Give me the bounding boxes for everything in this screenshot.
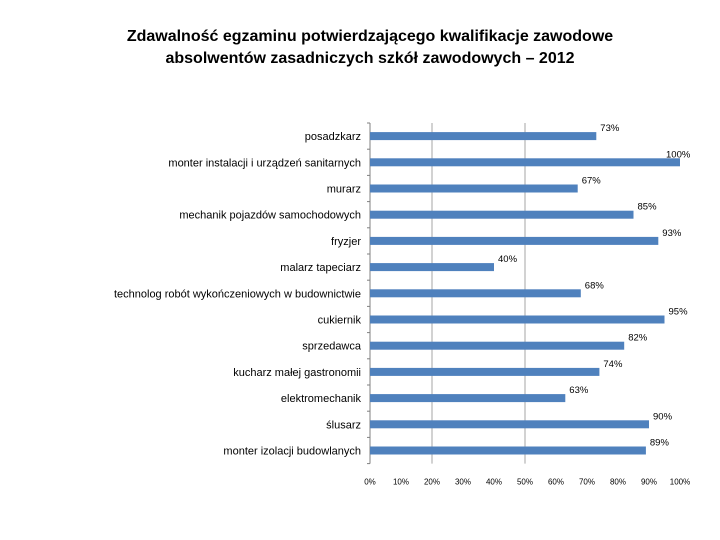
x-tick-label: 0%	[364, 478, 376, 487]
category-label: sprzedawca	[302, 341, 362, 353]
value-label: 89%	[650, 438, 670, 449]
value-label: 74%	[603, 359, 623, 370]
x-tick-label: 80%	[610, 478, 626, 487]
chart-title-line1: Zdawalność egzaminu potwierdzającego kwa…	[126, 28, 614, 45]
value-label: 73%	[600, 123, 620, 134]
x-tick-label: 20%	[424, 478, 440, 487]
value-label: 90%	[653, 411, 673, 422]
x-tick-label: 50%	[517, 478, 533, 487]
category-label: ślusarz	[326, 419, 361, 431]
x-tick-label: 40%	[486, 478, 502, 487]
value-label: 100%	[666, 149, 691, 160]
category-label: posadzkarz	[305, 131, 361, 143]
value-label: 82%	[628, 333, 648, 344]
chart-title-line2: absolwentów zasadniczych szkół zawodowyc…	[165, 50, 575, 67]
category-label: elektromechanik	[281, 393, 362, 405]
bar-8	[370, 341, 625, 350]
value-label: 85%	[638, 202, 658, 213]
category-label: monter izolacji budowlanych	[223, 446, 361, 458]
category-label: fryzjer	[331, 236, 361, 248]
x-tick-label: 70%	[579, 478, 595, 487]
bar-5	[370, 263, 494, 272]
category-label: mechanik pojazdów samochodowych	[179, 210, 361, 222]
category-label: technolog robót wykończeniowych w budown…	[114, 288, 361, 300]
chart-title: Zdawalność egzaminu potwierdzającego kwa…	[60, 26, 680, 70]
bar-4	[370, 236, 659, 245]
x-tick-label: 90%	[641, 478, 657, 487]
bar-7	[370, 315, 665, 324]
bar-2	[370, 184, 578, 193]
category-label: cukiernik	[318, 315, 362, 327]
bar-6	[370, 289, 581, 298]
value-label: 68%	[585, 280, 605, 291]
value-label: 95%	[669, 307, 689, 318]
x-tick-label: 10%	[393, 478, 409, 487]
category-label: malarz tapeciarz	[280, 262, 361, 274]
bar-1	[370, 158, 680, 167]
bar-10	[370, 394, 566, 403]
value-label: 63%	[569, 385, 589, 396]
category-label: kucharz małej gastronomii	[233, 367, 361, 379]
category-label: monter instalacji i urządzeń sanitarnych	[168, 157, 361, 169]
bar-9	[370, 367, 600, 376]
x-tick-label: 30%	[455, 478, 471, 487]
category-label: murarz	[327, 184, 361, 196]
x-tick-label: 60%	[548, 478, 564, 487]
value-label: 67%	[582, 176, 602, 187]
bar-12	[370, 446, 646, 455]
bar-0	[370, 132, 597, 141]
value-label: 93%	[662, 228, 682, 239]
value-label: 40%	[498, 254, 518, 265]
bar-11	[370, 420, 649, 429]
x-tick-label: 100%	[670, 478, 690, 487]
bar-3	[370, 210, 634, 219]
